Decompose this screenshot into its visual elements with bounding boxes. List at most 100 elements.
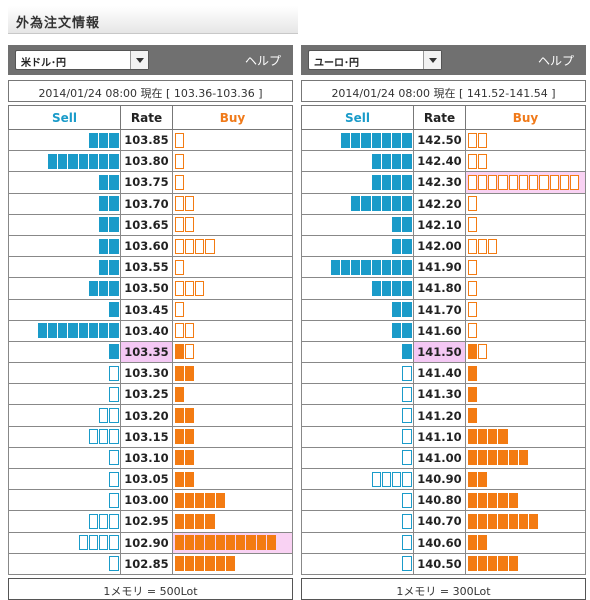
- sell-volume-mark: [99, 535, 109, 551]
- sell-volume-cell: [301, 446, 414, 470]
- buy-volume-mark: [205, 238, 215, 254]
- sell-volume-cell: [8, 150, 121, 173]
- buy-volume-mark: [467, 556, 477, 572]
- order-book-panel-usd-jpy: 米ドル･円 ヘルプ 2014/01/24 08:00 現在 [ 103.36-1…: [8, 45, 293, 600]
- order-book-row: 103.50: [8, 277, 293, 300]
- rate-value: 103.05: [120, 467, 173, 491]
- buy-volume-cell: [465, 531, 586, 554]
- sell-volume-mark: [381, 196, 391, 212]
- sell-volume-mark: [402, 323, 412, 339]
- sell-volume-mark: [109, 217, 119, 233]
- sell-volume-mark: [361, 132, 371, 148]
- buy-volume-cell: [172, 234, 293, 258]
- sell-volume-mark: [109, 132, 119, 148]
- buy-volume-mark: [570, 174, 580, 190]
- buy-volume-mark: [225, 535, 235, 551]
- help-link[interactable]: ヘルプ: [244, 54, 281, 68]
- chevron-down-icon[interactable]: [423, 51, 441, 69]
- sell-volume-cell: [8, 552, 121, 575]
- sell-header: Sell: [8, 105, 121, 130]
- rate-header: Rate: [413, 105, 466, 130]
- order-book-row: 141.50: [301, 340, 586, 364]
- rate-status-text: 2014/01/24 08:00 現在 [ 103.36-103.36 ]: [8, 80, 293, 102]
- sell-volume-mark: [392, 174, 402, 190]
- buy-volume-mark: [467, 513, 477, 529]
- order-book-row: 103.10: [8, 446, 293, 470]
- buy-volume-mark: [498, 513, 508, 529]
- sell-volume-mark: [88, 132, 98, 148]
- buy-volume-mark: [174, 153, 184, 169]
- buy-volume-mark: [498, 174, 508, 190]
- buy-volume-cell: [172, 150, 293, 173]
- buy-volume-cell: [172, 192, 293, 215]
- buy-volume-mark: [529, 174, 539, 190]
- buy-volume-mark: [184, 196, 194, 212]
- sell-volume-mark: [392, 196, 402, 212]
- sell-volume-mark: [371, 471, 381, 487]
- buy-volume-mark: [467, 259, 477, 275]
- buy-volume-cell: [465, 446, 586, 470]
- sell-volume-mark: [99, 513, 109, 529]
- help-link[interactable]: ヘルプ: [537, 54, 574, 68]
- sell-volume-mark: [78, 153, 88, 169]
- buy-volume-cell: [465, 171, 586, 194]
- sell-volume-mark: [351, 259, 361, 275]
- sell-volume-mark: [381, 259, 391, 275]
- sell-volume-mark: [402, 344, 412, 360]
- sell-volume-mark: [402, 259, 412, 275]
- sell-volume-cell: [301, 552, 414, 575]
- panel-header: ユーロ･円 ヘルプ: [301, 45, 586, 75]
- buy-volume-mark: [184, 323, 194, 339]
- buy-volume-mark: [477, 132, 487, 148]
- buy-volume-mark: [195, 513, 205, 529]
- buy-volume-mark: [195, 556, 205, 572]
- rate-value: 141.60: [413, 319, 466, 342]
- order-book-row: 102.95: [8, 510, 293, 533]
- buy-volume-mark: [529, 513, 539, 529]
- sell-volume-cell: [301, 234, 414, 258]
- buy-volume-cell: [172, 404, 293, 427]
- sell-volume-mark: [392, 238, 402, 254]
- rate-value: 140.50: [413, 552, 466, 575]
- buy-volume-mark: [174, 450, 184, 466]
- sell-volume-mark: [78, 323, 88, 339]
- buy-volume-cell: [172, 552, 293, 575]
- buy-volume-mark: [205, 513, 215, 529]
- sell-volume-mark: [340, 259, 350, 275]
- buy-volume-mark: [246, 535, 256, 551]
- buy-volume-mark: [184, 471, 194, 487]
- buy-volume-mark: [236, 535, 246, 551]
- buy-volume-cell: [465, 467, 586, 491]
- order-book-row: 140.90: [301, 467, 586, 491]
- order-book-row: 141.40: [301, 362, 586, 385]
- order-book-row: 103.35: [8, 340, 293, 364]
- order-book-row: 102.90: [8, 531, 293, 554]
- sell-volume-mark: [402, 196, 412, 212]
- rate-value: 102.90: [120, 531, 173, 554]
- buy-volume-mark: [174, 132, 184, 148]
- buy-volume-mark: [549, 174, 559, 190]
- sell-volume-cell: [8, 489, 121, 512]
- currency-pair-select[interactable]: 米ドル･円: [15, 50, 149, 70]
- sell-volume-mark: [361, 259, 371, 275]
- buy-volume-cell: [465, 425, 586, 448]
- rate-value: 103.15: [120, 425, 173, 448]
- buy-volume-mark: [174, 323, 184, 339]
- sell-volume-cell: [8, 213, 121, 236]
- rate-value: 103.75: [120, 171, 173, 194]
- sell-volume-mark: [109, 513, 119, 529]
- buy-volume-cell: [172, 128, 293, 152]
- chevron-down-icon[interactable]: [130, 51, 148, 69]
- sell-volume-mark: [99, 408, 109, 424]
- currency-pair-label: ユーロ･円: [314, 58, 359, 69]
- buy-volume-mark: [184, 492, 194, 508]
- order-book-row: 142.30: [301, 171, 586, 194]
- sell-volume-mark: [109, 429, 119, 445]
- currency-pair-select[interactable]: ユーロ･円: [308, 50, 442, 70]
- buy-volume-mark: [205, 535, 215, 551]
- rate-value: 102.95: [120, 510, 173, 533]
- buy-volume-mark: [195, 535, 205, 551]
- sell-volume-cell: [301, 213, 414, 236]
- sell-volume-mark: [402, 153, 412, 169]
- sell-volume-mark: [109, 556, 119, 572]
